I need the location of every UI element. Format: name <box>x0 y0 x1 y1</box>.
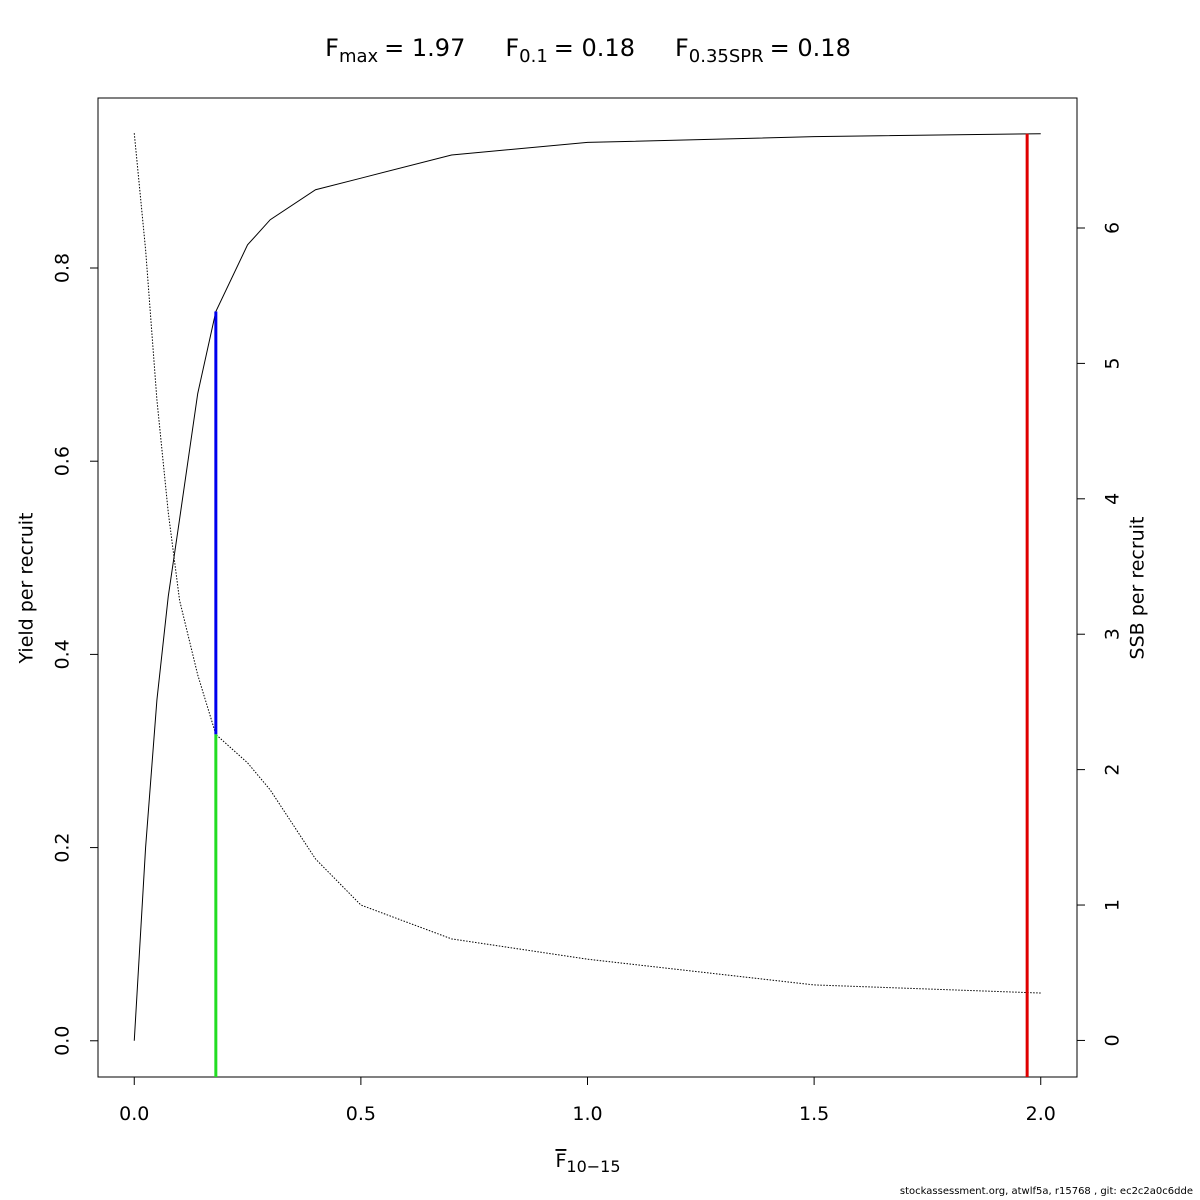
title-subscript: 0.35SPR <box>689 46 764 67</box>
title-symbol: F <box>325 34 339 62</box>
y2-axis-label: SSB per recruit <box>1127 517 1149 660</box>
x-tick-label: 0.5 <box>346 1103 376 1125</box>
x-label-subscript: 10−15 <box>566 1157 620 1176</box>
title-value: = 1.97 <box>384 34 465 62</box>
title-symbol: F <box>675 34 689 62</box>
x-tick-label: 2.0 <box>1026 1103 1056 1125</box>
x-label-symbol: F <box>555 1150 566 1172</box>
y2-tick-label: 5 <box>1102 357 1124 369</box>
title-subscript: 0.1 <box>519 46 548 67</box>
y2-tick-label: 6 <box>1102 222 1124 234</box>
y-tick-label: 0.0 <box>52 1026 74 1056</box>
y-tick-label: 0.4 <box>52 639 74 669</box>
y2-tick-label: 3 <box>1102 628 1124 640</box>
plot-frame <box>97 97 1078 1078</box>
footer: stockassessment.org, atwlf5a, r15768 , g… <box>900 1186 1193 1197</box>
title-value: = 0.18 <box>554 34 635 62</box>
title-subscript: max <box>339 46 379 67</box>
series-line <box>133 133 1041 1041</box>
y2-tick-label: 1 <box>1102 899 1124 911</box>
x-tick-label: 0.0 <box>119 1103 149 1125</box>
title-value: = 0.18 <box>770 34 851 62</box>
x-tick-label: 1.5 <box>799 1103 829 1125</box>
y2-tick-label: 0 <box>1102 1034 1124 1046</box>
x-tick-label: 1.0 <box>572 1103 602 1125</box>
y2-tick-label: 2 <box>1102 764 1124 776</box>
y2-tick-label: 4 <box>1102 493 1124 505</box>
title-symbol: F <box>505 34 519 62</box>
chart-title: Fmax = 1.97 F0.1 = 0.18 F0.35SPR = 0.18 <box>325 34 851 67</box>
series-line <box>133 133 1041 994</box>
y-tick-label: 0.2 <box>52 832 74 862</box>
y-tick-label: 0.6 <box>52 446 74 476</box>
x-axis-label: F10−15 <box>555 1150 620 1176</box>
y-tick-label: 0.8 <box>52 253 74 283</box>
y-axis-label: Yield per recruit <box>16 513 38 665</box>
